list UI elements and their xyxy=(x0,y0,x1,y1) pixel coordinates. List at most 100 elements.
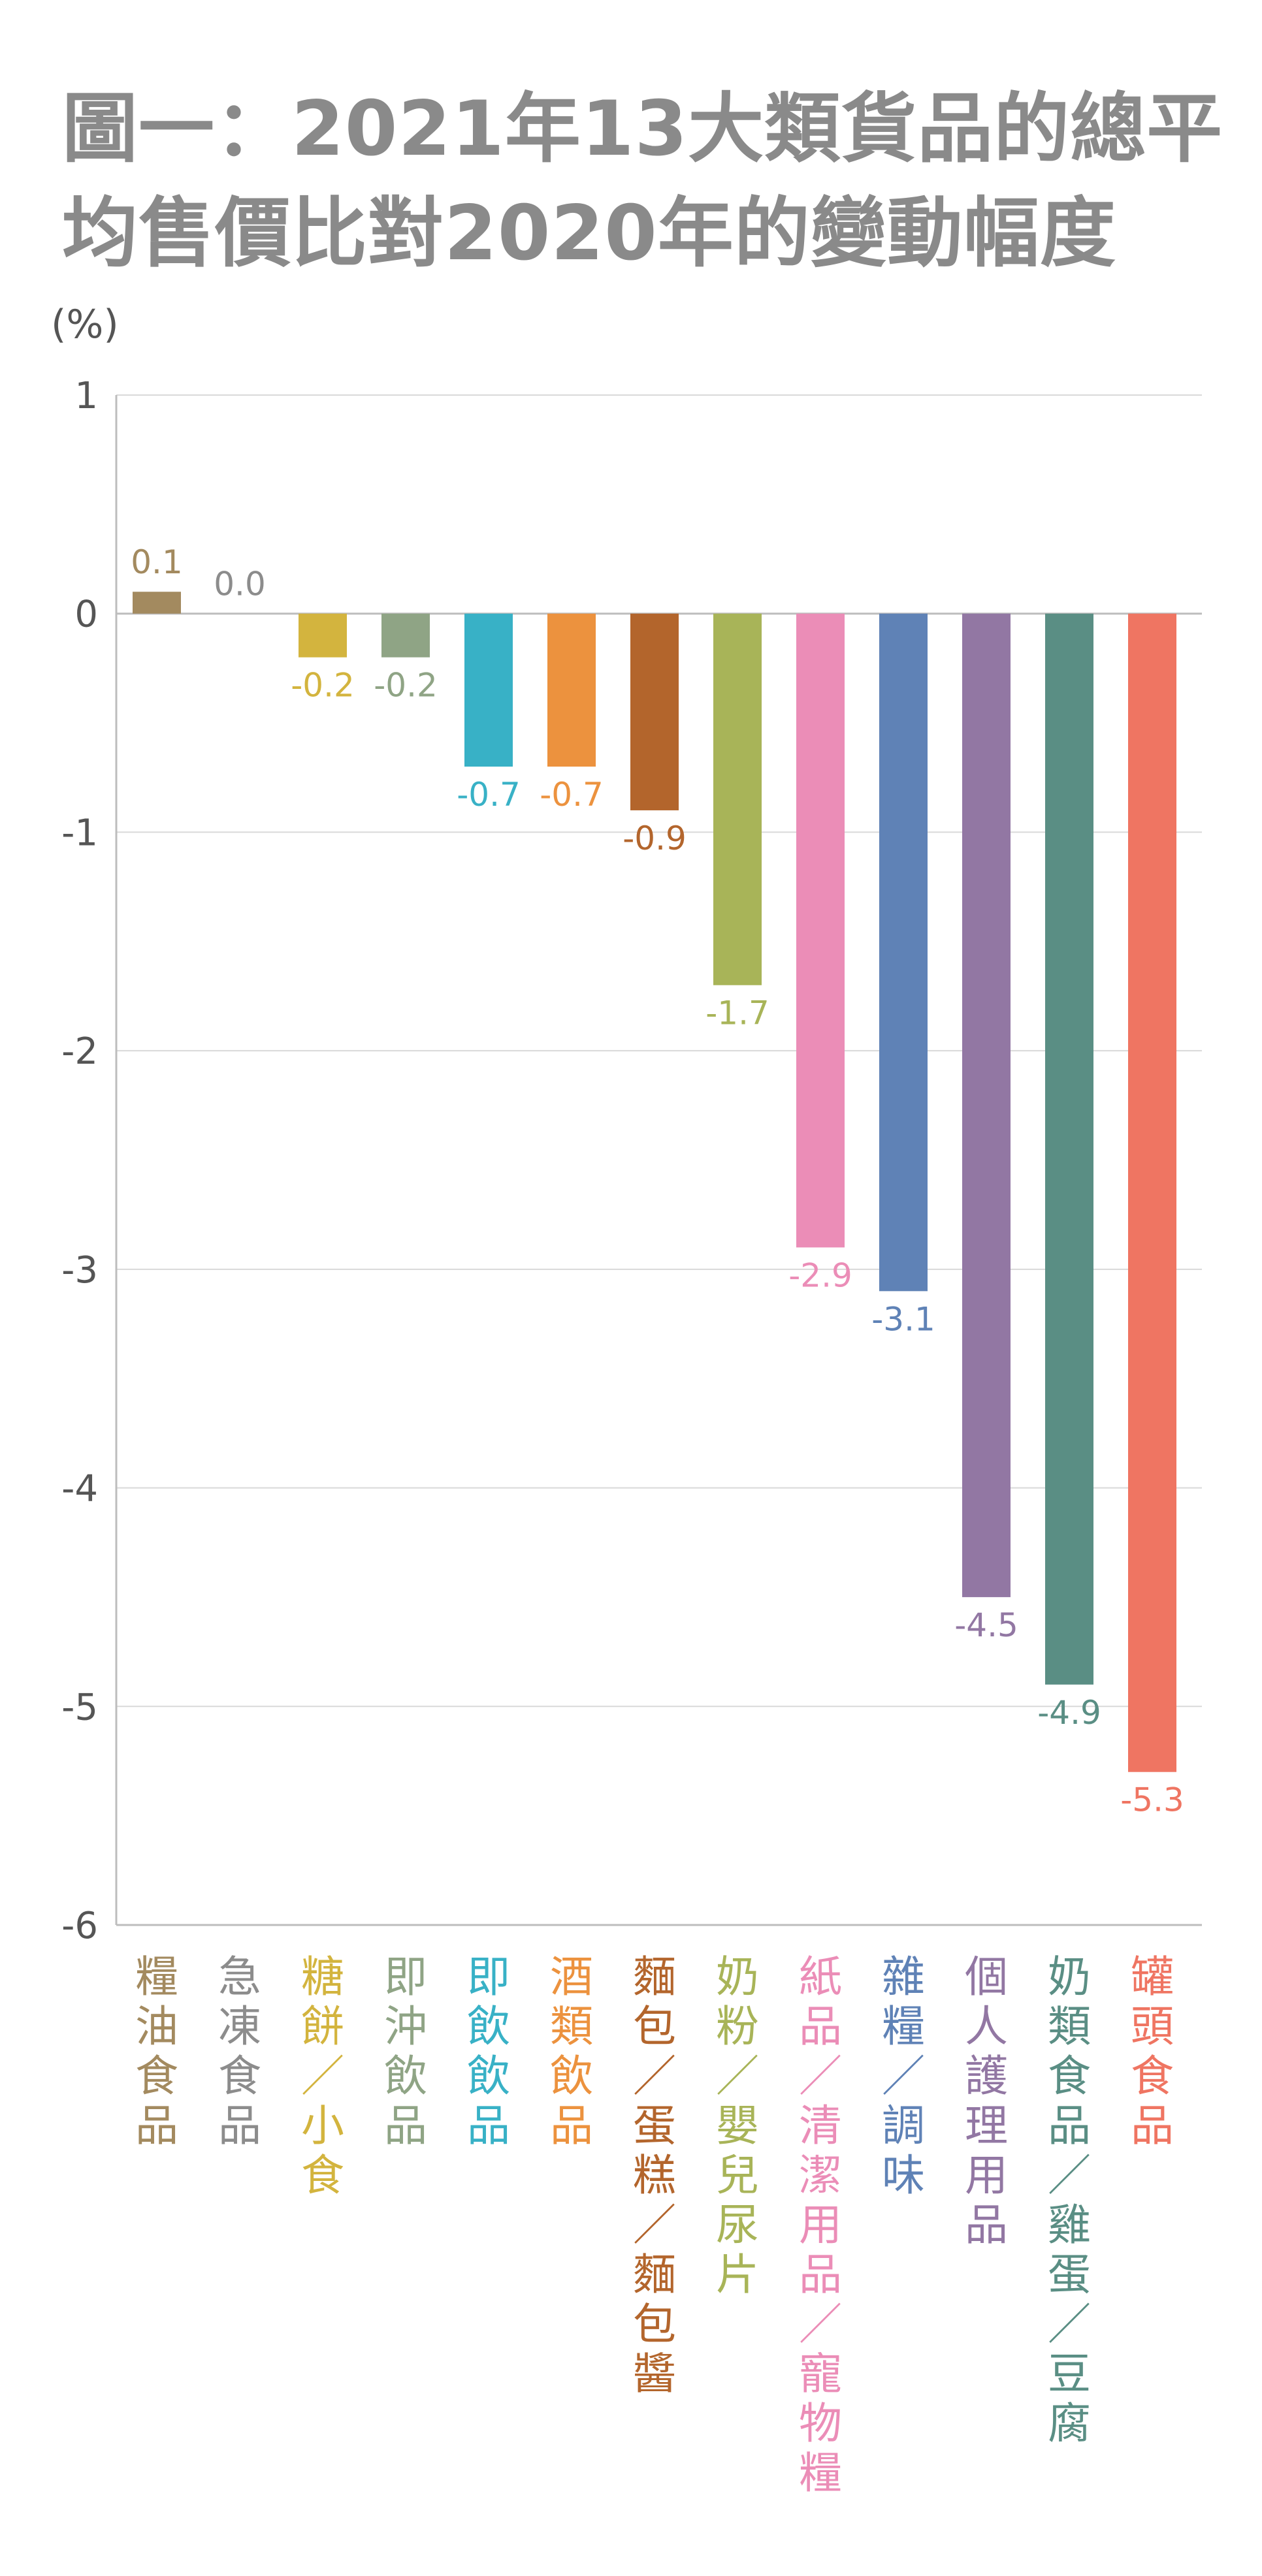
category-label: 紙品／清潔用品／寵物糧 xyxy=(799,1952,842,2498)
value-label: -2.9 xyxy=(788,1256,852,1294)
bar xyxy=(796,613,845,1248)
value-label: -4.5 xyxy=(954,1606,1018,1644)
category-label-char: ／ xyxy=(301,2051,344,2101)
y-axis-unit-label: (%) xyxy=(51,302,119,347)
category-label-char: 類 xyxy=(550,2001,593,2052)
category-label-char: 腐 xyxy=(1048,2398,1091,2449)
y-tick-label: 0 xyxy=(74,594,98,636)
category-label-char: 糕 xyxy=(633,2150,676,2201)
category-label: 即飲飲品 xyxy=(467,1952,510,2151)
bar xyxy=(299,613,347,658)
category-label-char: ／ xyxy=(716,2051,759,2101)
y-tick-label: 1 xyxy=(74,375,98,417)
category-label-char: 用 xyxy=(799,2200,842,2250)
category-label-char: 紙 xyxy=(799,1952,842,2002)
category-label-char: 包 xyxy=(633,2001,676,2052)
category-label-char: 品 xyxy=(135,2101,178,2151)
value-label: 0.1 xyxy=(131,543,183,581)
y-tick-label: -6 xyxy=(61,1905,98,1947)
category-label-char: 兒 xyxy=(716,2150,759,2201)
category-label-char: 類 xyxy=(1048,2001,1091,2052)
category-label-char: 品 xyxy=(550,2101,593,2151)
category-label-char: 奶 xyxy=(1048,1952,1091,2002)
category-label-char: 酒 xyxy=(550,1952,593,2002)
category-label-char: 物 xyxy=(799,2398,842,2449)
category-label-char: 豆 xyxy=(1048,2349,1091,2399)
category-label-char: 食 xyxy=(135,2051,178,2101)
category-label-char: 糖 xyxy=(301,1952,344,2002)
bar xyxy=(630,613,679,810)
category-label-char: 粉 xyxy=(716,2001,759,2052)
category-label: 麵包／蛋糕／麵包醬 xyxy=(633,1952,676,2399)
chart-title: 圖一：2021年13大類貨品的總平 均售價比對2020年的變動幅度 xyxy=(62,77,1225,286)
category-label-char: 醬 xyxy=(633,2349,676,2399)
value-label: -1.7 xyxy=(705,994,769,1032)
category-label-char: 蛋 xyxy=(633,2101,676,2151)
y-tick-label: -5 xyxy=(61,1686,98,1728)
category-label-char: 品 xyxy=(218,2101,261,2151)
category-label-char: 個 xyxy=(965,1952,1008,2002)
value-label: -0.7 xyxy=(457,776,521,814)
value-label: -5.3 xyxy=(1120,1781,1184,1819)
category-label-char: 飲 xyxy=(384,2051,427,2101)
category-label-char: 味 xyxy=(882,2150,925,2201)
category-label-char: 凍 xyxy=(218,2001,261,2052)
category-label-char: 罐 xyxy=(1131,1952,1174,2002)
category-label-char: ／ xyxy=(633,2051,676,2101)
chart-title-line-2: 均售價比對2020年的變動幅度 xyxy=(62,189,1116,278)
category-label: 即沖飲品 xyxy=(384,1952,427,2151)
category-label-char: 奶 xyxy=(716,1952,759,2002)
category-label-char: 寵 xyxy=(799,2349,842,2399)
category-label-char: 用 xyxy=(965,2150,1008,2201)
category-label-char: 糧 xyxy=(135,1952,178,2002)
category-label-char: 品 xyxy=(384,2101,427,2151)
value-label: -0.2 xyxy=(291,667,355,705)
category-label: 糖餅／小食 xyxy=(301,1952,344,2201)
category-label-char: 尿 xyxy=(716,2200,759,2250)
category-label-char: 品 xyxy=(799,2001,842,2052)
category-label: 急凍食品 xyxy=(218,1952,261,2151)
bars xyxy=(133,592,1176,1772)
value-label: -0.7 xyxy=(540,776,604,814)
gridlines xyxy=(116,394,1202,1708)
category-label-char: 小 xyxy=(301,2101,344,2151)
category-label-char: 品 xyxy=(467,2101,510,2151)
category-label-char: 即 xyxy=(384,1952,427,2002)
category-label-char: 麵 xyxy=(633,1952,676,2002)
category-label-char: 油 xyxy=(135,2001,178,2052)
category-label-char: 雞 xyxy=(1048,2200,1091,2250)
bar xyxy=(381,613,430,658)
category-label-char: 食 xyxy=(1048,2051,1091,2101)
y-tick-label: -3 xyxy=(61,1249,98,1292)
category-label-char: ／ xyxy=(633,2200,676,2250)
category-label-char: 飲 xyxy=(467,2051,510,2101)
category-label-char: 食 xyxy=(301,2150,344,2201)
value-label: -3.1 xyxy=(871,1300,935,1338)
category-label-char: ／ xyxy=(882,2051,925,2101)
category-label-char: 包 xyxy=(633,2299,676,2349)
category-label-char: 理 xyxy=(965,2101,1008,2151)
category-label: 個人護理用品 xyxy=(965,1952,1008,2250)
category-label-char: 雜 xyxy=(882,1952,925,2002)
bar xyxy=(133,592,181,614)
category-label-char: 護 xyxy=(965,2051,1008,2101)
bar xyxy=(1128,613,1176,1772)
category-label-char: 片 xyxy=(716,2250,759,2300)
bar xyxy=(962,613,1011,1597)
category-label-char: 沖 xyxy=(384,2001,427,2052)
category-label-char: ／ xyxy=(1048,2299,1091,2349)
category-label-char: 急 xyxy=(218,1952,261,2002)
category-label-char: 餅 xyxy=(301,2001,344,2052)
category-label-char: 食 xyxy=(218,2051,261,2101)
category-label-char: 蛋 xyxy=(1048,2250,1091,2300)
category-label-char: 人 xyxy=(965,2001,1008,2052)
category-label-char: 清 xyxy=(799,2101,842,2151)
bar xyxy=(879,613,928,1292)
category-label-char: 品 xyxy=(965,2200,1008,2250)
bar xyxy=(713,613,762,985)
value-label: -0.2 xyxy=(374,667,438,705)
category-label-char: ／ xyxy=(1048,2150,1091,2201)
category-label-char: 品 xyxy=(1048,2101,1091,2151)
category-label: 奶類食品／雞蛋／豆腐 xyxy=(1048,1952,1091,2449)
